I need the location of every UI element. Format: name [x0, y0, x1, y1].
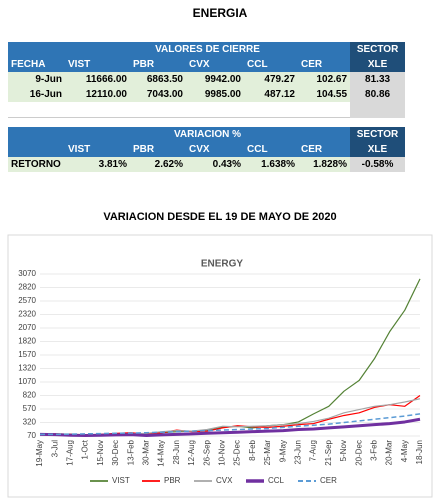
cell: 3.81%	[65, 157, 130, 172]
col-header: CCL	[244, 142, 298, 157]
x-tick-label: 17-Aug	[66, 440, 75, 466]
col-header: VIST	[65, 142, 130, 157]
x-tick-label: 23-Jun	[294, 440, 303, 464]
y-tick-label: 2570	[18, 296, 36, 305]
cell: 479.27	[244, 72, 298, 87]
x-tick-label: 1-Oct	[81, 439, 90, 459]
col-header: FECHA	[8, 57, 65, 72]
cell: 1.638%	[244, 157, 298, 172]
y-tick-label: 3070	[18, 269, 36, 278]
x-tick-label: 9-May	[278, 440, 287, 462]
x-tick-label: 21-Sep	[324, 439, 333, 465]
x-tick-label: 30-Mar	[142, 440, 151, 466]
sector-header: SECTOR	[350, 42, 406, 57]
x-tick-label: 30-Dec	[111, 440, 120, 466]
return-table: VARIACION % SECTOR VIST PBR CVX CCL CER XLE RE…	[8, 127, 405, 172]
x-tick-label: 20-Mar	[385, 440, 394, 466]
x-tick-label: 14-May	[157, 440, 166, 467]
y-tick-label: 1070	[18, 377, 36, 386]
col-header: XLE	[350, 142, 405, 157]
cell: 1.828%	[298, 157, 350, 172]
col-header: CER	[298, 142, 350, 157]
cell: 104.55	[298, 87, 351, 102]
x-tick-label: 4-May	[400, 440, 409, 462]
x-tick-label: 13-Feb	[126, 439, 135, 465]
x-tick-label: 7-Aug	[309, 440, 318, 461]
legend-label: PBR	[164, 476, 181, 485]
y-tick-label: 1570	[18, 350, 36, 359]
cell: 9942.00	[186, 72, 244, 87]
y-tick-label: 320	[23, 418, 37, 427]
cell: 102.67	[298, 72, 351, 87]
col-header: VIST	[65, 57, 130, 72]
page-title: ENERGIA	[192, 6, 248, 20]
closing-table: VALORES DE CIERRE SECTOR FECHA VIST PBR CVX C…	[8, 42, 406, 118]
col-header: PBR	[130, 142, 186, 157]
cell: 12110.00	[65, 87, 130, 102]
x-tick-label: 26-Sep	[202, 439, 211, 465]
y-tick-label: 570	[23, 404, 37, 413]
cell: 6863.50	[130, 72, 186, 87]
cell: 11666.00	[65, 72, 130, 87]
col-header: XLE	[350, 57, 406, 72]
sector-header: SECTOR	[350, 127, 405, 142]
chart-frame	[7, 234, 433, 498]
cell: 7043.00	[130, 87, 186, 102]
col-header: PBR	[130, 57, 186, 72]
cell: 9985.00	[186, 87, 244, 102]
x-tick-label: 5-Nov	[339, 440, 348, 461]
cell: 2.62%	[130, 157, 186, 172]
legend-label: CCL	[268, 476, 285, 485]
x-tick-label: 19-May	[35, 440, 44, 467]
x-tick-label: 12-Aug	[187, 440, 196, 466]
y-tick-label: 70	[27, 431, 36, 440]
x-tick-label: 8-Feb	[248, 439, 257, 460]
legend-label: VIST	[112, 476, 130, 485]
y-tick-label: 2070	[18, 323, 36, 332]
cell: -0.58%	[350, 157, 405, 172]
y-tick-label: 1320	[18, 364, 36, 373]
x-tick-label: 10-Nov	[218, 440, 227, 466]
y-tick-label: 2320	[18, 310, 36, 319]
cell: 0.43%	[186, 157, 244, 172]
group-header: VARIACION %	[65, 127, 350, 142]
cell: 9-Jun	[8, 72, 65, 87]
legend-label: CVX	[216, 476, 233, 485]
chart-title: ENERGY	[201, 259, 244, 270]
cell: 81.33	[350, 72, 406, 87]
x-tick-label: 3-Jul	[50, 440, 59, 458]
y-tick-label: 820	[23, 391, 37, 400]
series-line	[39, 417, 421, 437]
col-header: CVX	[186, 142, 244, 157]
chart-heading: VARIACION DESDE EL 19 DE MAYO DE 2020	[103, 211, 337, 223]
x-tick-label: 25-Dec	[233, 440, 242, 466]
y-tick-label: 2820	[18, 283, 36, 292]
legend-label: CER	[320, 476, 337, 485]
col-header: CVX	[186, 57, 244, 72]
cell: 16-Jun	[8, 87, 65, 102]
group-header: VALORES DE CIERRE	[65, 42, 351, 57]
x-tick-label: 18-Jun	[415, 440, 424, 464]
x-tick-label: 15-Nov	[96, 440, 105, 466]
cell: 487.12	[244, 87, 298, 102]
y-tick-label: 1820	[18, 337, 36, 346]
x-tick-label: 3-Feb	[370, 439, 379, 460]
col-header: CER	[298, 57, 351, 72]
cell: 80.86	[350, 87, 406, 102]
cell: RETORNO	[8, 157, 65, 172]
x-tick-label: 25-Mar	[263, 440, 272, 466]
col-header: CCL	[244, 57, 298, 72]
x-tick-label: 28-Jun	[172, 440, 181, 464]
x-tick-label: 20-Dec	[354, 440, 363, 466]
